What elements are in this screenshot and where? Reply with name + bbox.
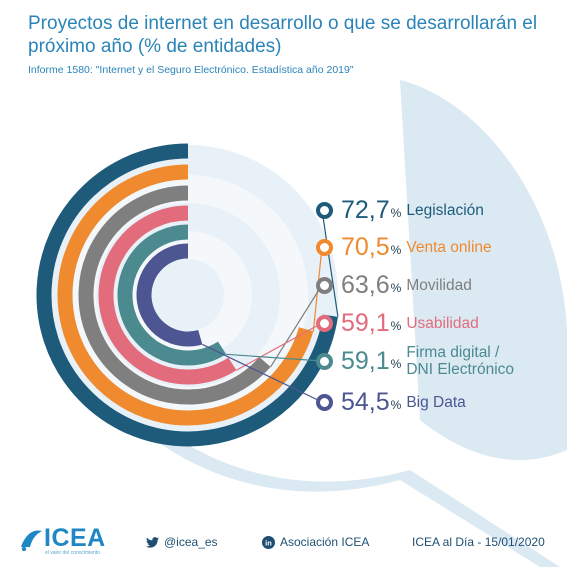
ring-arc [117,224,227,366]
data-label: 54,5 [341,388,390,416]
twitter-handle-text: @icea_es [164,535,218,549]
legend-marker-icon [316,393,333,411]
brand-tagline: el valor del conocimiento [45,550,101,556]
ring-arc [36,143,338,447]
legend-item: 70,5% Venta online [316,232,492,262]
legend-label: Firma digital / DNI Electrónico [406,344,515,378]
ring-arc [98,205,237,385]
unit-label: % [390,206,402,220]
unit-label: % [390,398,402,412]
legend-marker-icon [316,201,333,219]
legend-marker-icon [316,276,333,294]
legend-marker-icon [316,238,333,256]
ring-arcs-group [36,143,338,447]
linkedin-text: Asociación ICEA [280,535,370,549]
linkedin-link[interactable]: in Asociación ICEA [262,535,369,549]
unit-label: % [390,319,402,333]
legend-label: Venta online [406,238,492,256]
unit-label: % [390,281,402,295]
data-label: 63,6 [341,271,390,299]
data-label: 59,1 [341,347,390,375]
legend-label: Usabilidad [406,314,479,332]
unit-label: % [390,243,402,257]
data-label: 59,1 [341,309,390,337]
leader-line [226,353,323,362]
footer-date: ICEA al Día - 15/01/2020 [412,535,545,549]
background-ring [152,259,224,331]
legend-label: Big Data [406,393,466,411]
leader-line [202,343,323,403]
data-label: 72,7 [341,196,390,224]
twitter-handle[interactable]: @icea_es [146,535,218,549]
ring-arc [78,185,271,405]
leader-line [236,322,323,371]
ring-arc [136,243,203,347]
legend-label: Legislación [406,201,484,219]
data-label: 70,5 [341,233,390,261]
ring-arc [57,164,314,426]
legend-item: 59,1% Firma digital / DNI Electrónico [316,344,515,378]
legend-label: Movilidad [406,276,472,294]
linkedin-icon: in [262,535,275,549]
svg-text:in: in [265,538,272,547]
chart-subtitle: Informe 1580: "Internet y el Seguro Elec… [28,64,354,76]
brand-name: ICEA [44,524,106,552]
brand-logo: ICEA [18,526,106,551]
icea-logo-icon [21,530,42,551]
legend-item: 54,5% Big Data [316,387,466,417]
legend-item: 72,7% Legislación [316,195,484,225]
chart-title: Proyectos de internet en desarrollo o qu… [28,13,538,57]
unit-label: % [390,357,402,371]
leader-line [321,209,339,317]
leader-lines-group [202,209,339,403]
twitter-icon [146,536,159,548]
legend-item: 63,6% Movilidad [316,270,472,300]
legend-marker-icon [316,314,333,332]
legend-item: 59,1% Usabilidad [316,308,479,338]
leader-line [270,284,323,368]
legend-marker-icon [316,352,333,370]
